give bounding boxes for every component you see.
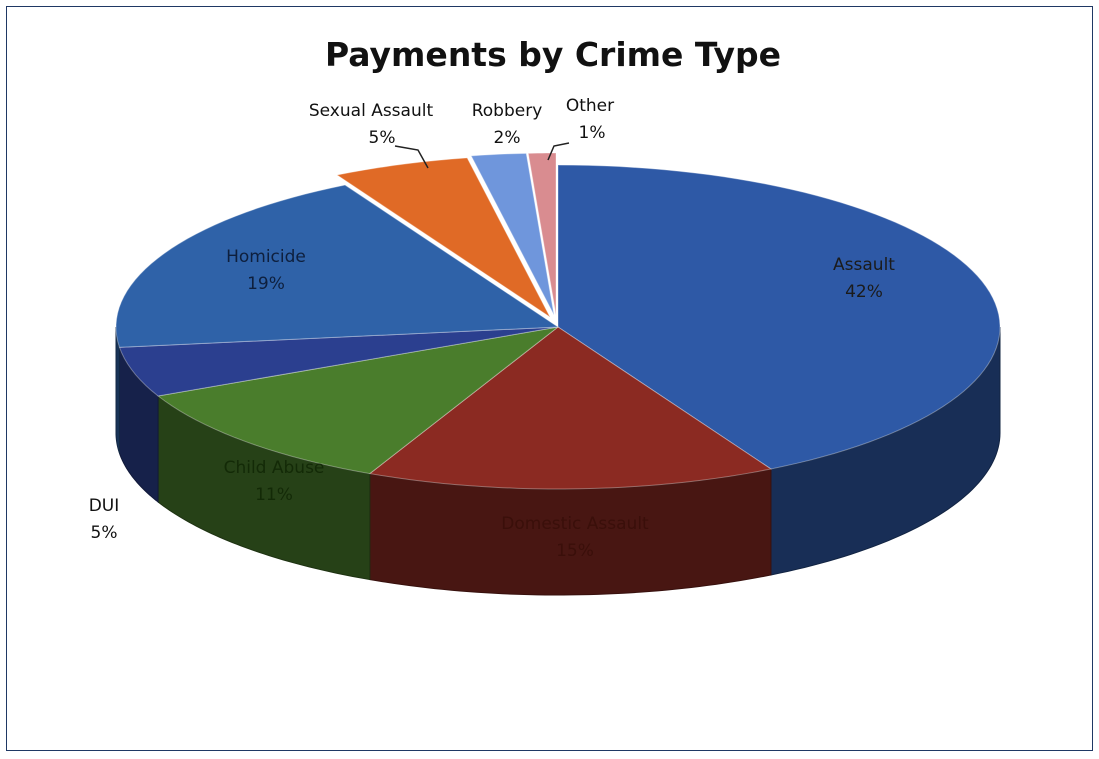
pie-slice-homicide (115, 184, 560, 348)
slice-labels: Assault 42% Domestic Assault 15% Child Abuse… (89, 96, 896, 561)
pie-slice-other (527, 152, 557, 316)
slice-label-homicide: Homicide (226, 247, 306, 267)
slice-label-assault: Assault (833, 255, 895, 275)
slice-percent-robbery: 2% (494, 128, 521, 148)
pie-slice-child-abuse (156, 326, 559, 475)
slice-label-domestic-assault: Domestic Assault (501, 514, 649, 534)
slice-percent-dui: 5% (91, 523, 118, 543)
slice-percent-child-abuse: 11% (255, 485, 293, 505)
leader-line-other (547, 142, 570, 161)
pie-slice-dui (118, 326, 559, 397)
slice-label-robbery: Robbery (472, 101, 543, 121)
slice-percent-domestic-assault: 15% (556, 541, 594, 561)
pie-slice-sexual-assault (335, 157, 551, 318)
slice-label-other: Other (566, 96, 614, 116)
slice-percent-other: 1% (579, 123, 606, 143)
pie-side-homicide (115, 327, 120, 454)
slice-percent-homicide: 19% (247, 274, 285, 294)
slice-percent-sexual-assault: 5% (369, 128, 396, 148)
pie-slice-domestic-assault (368, 326, 773, 490)
pie-sides (115, 326, 1001, 596)
slice-label-sexual-assault: Sexual Assault (309, 101, 434, 121)
slice-percent-assault: 42% (845, 282, 883, 302)
leader-lines (394, 142, 570, 169)
leader-line-sexual-assault (394, 145, 429, 169)
slice-label-dui: DUI (89, 496, 120, 516)
pie-slice-robbery (470, 152, 555, 316)
slice-label-child-abuse: Child Abuse (224, 458, 325, 478)
pie-tops (115, 152, 1001, 490)
chart-title: Payments by Crime Type (325, 35, 781, 74)
pie-slice-assault (557, 164, 1001, 470)
